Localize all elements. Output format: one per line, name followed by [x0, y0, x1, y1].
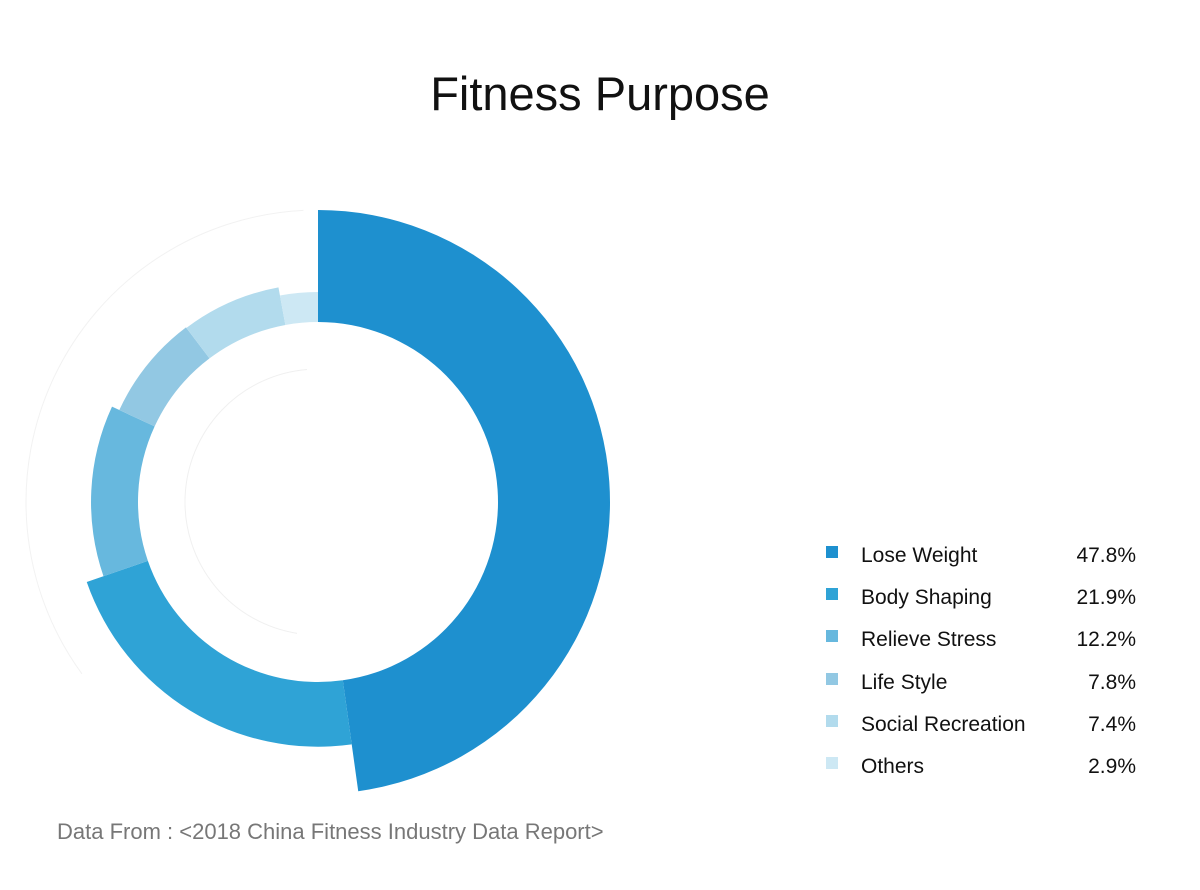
- chart-title: Fitness Purpose: [430, 67, 770, 120]
- legend-item: Relieve Stress 12.2%: [826, 620, 1146, 662]
- legend-value: 12.2%: [1076, 628, 1136, 652]
- legend-value: 2.9%: [1088, 754, 1136, 778]
- donut-segment-social-recreation: [186, 287, 286, 359]
- legend-item: Lose Weight 47.8%: [826, 536, 1146, 578]
- donut-segment-lose-weight: [318, 210, 611, 792]
- guide-arc-inner: [184, 368, 307, 634]
- legend-swatch: [826, 756, 838, 769]
- chart-guide-arcs: [25, 209, 307, 675]
- legend: Lose Weight 47.8% Body Shaping 21.9% Relieve…: [826, 536, 1146, 789]
- legend-value: 21.9%: [1076, 586, 1136, 610]
- legend-value: 7.8%: [1088, 670, 1136, 694]
- legend-label: Others: [861, 754, 925, 778]
- donut-segment-life-style: [119, 327, 210, 427]
- legend-value: 47.8%: [1076, 544, 1136, 567]
- legend-label: Lose Weight: [861, 544, 978, 567]
- guide-arc-outer: [25, 209, 304, 675]
- legend-swatch: [826, 714, 838, 727]
- chart-segments: [86, 210, 611, 792]
- legend-label: Relieve Stress: [861, 628, 997, 652]
- legend-swatch: [826, 630, 838, 643]
- legend-swatch: [826, 672, 838, 685]
- donut-segment-relieve-stress: [91, 406, 155, 577]
- donut-segment-others: [279, 292, 318, 325]
- donut-segment-body-shaping: [86, 560, 352, 747]
- legend-item: Social Recreation 7.4%: [826, 705, 1146, 747]
- legend-item: Body Shaping 21.9%: [826, 578, 1146, 620]
- legend-label: Life Style: [861, 670, 948, 694]
- legend-label: Social Recreation: [861, 712, 1026, 736]
- legend-swatch: [826, 588, 838, 601]
- legend-value: 7.4%: [1088, 712, 1136, 736]
- legend-item: Others 2.9%: [826, 747, 1146, 789]
- legend-label: Body Shaping: [861, 586, 992, 610]
- data-source-note: Data From : <2018 China Fitness Industry…: [57, 819, 604, 844]
- legend-item: Life Style 7.8%: [826, 663, 1146, 705]
- legend-swatch: [826, 546, 838, 558]
